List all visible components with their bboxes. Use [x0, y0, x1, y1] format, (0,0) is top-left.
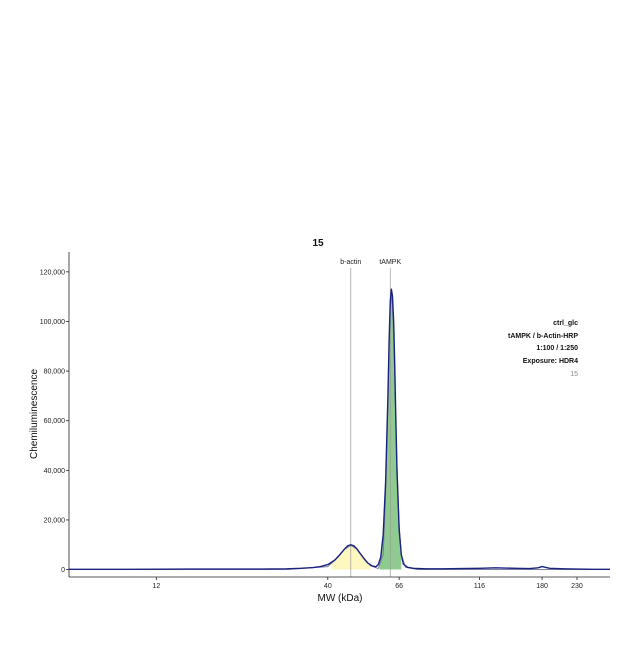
- info-sample-name: ctrl_glc: [553, 320, 578, 327]
- x-tick-label: 66: [395, 583, 403, 590]
- x-tick-label: 12: [152, 583, 160, 590]
- info-lane-number: 15: [570, 371, 578, 378]
- series-line-primary: [69, 288, 610, 571]
- y-tick-label: 60,000: [44, 418, 66, 425]
- axes: [68, 252, 610, 578]
- y-tick-label: 80,000: [44, 369, 66, 376]
- y-tick-label: 100,000: [40, 319, 65, 326]
- info-exposure: Exposure: HDR4: [523, 358, 578, 365]
- y-tick-label: 20,000: [44, 517, 66, 524]
- y-ticks: 0 20,000 40,000 60,000 80,000 100,000 120,000: [40, 269, 69, 574]
- band-marker-label: tAMPK: [379, 259, 401, 266]
- band-fills: [331, 289, 402, 570]
- info-box: ctrl_glc tAMPK / b-Actin-HRP 1:100 / 1:2…: [508, 320, 578, 378]
- info-dilutions: 1:100 / 1:250: [536, 345, 578, 352]
- x-tick-label: 230: [571, 583, 583, 590]
- series-lines: [69, 288, 610, 571]
- x-axis-title: MW (kDa): [318, 593, 363, 604]
- x-tick-label: 40: [324, 583, 332, 590]
- y-tick-label: 120,000: [40, 269, 65, 276]
- y-tick-label: 40,000: [44, 468, 66, 475]
- x-tick-label: 180: [536, 583, 548, 590]
- y-axis-title: Chemiluminescence: [29, 369, 40, 459]
- y-tick-label: 0: [61, 567, 65, 574]
- x-ticks: 12 40 66 116 180 230: [152, 577, 583, 590]
- band-marker-label: b-actin: [340, 259, 361, 266]
- info-antibodies: tAMPK / b-Actin-HRP: [508, 333, 578, 340]
- chart-title: 15: [312, 238, 324, 249]
- x-tick-label: 116: [474, 583, 485, 590]
